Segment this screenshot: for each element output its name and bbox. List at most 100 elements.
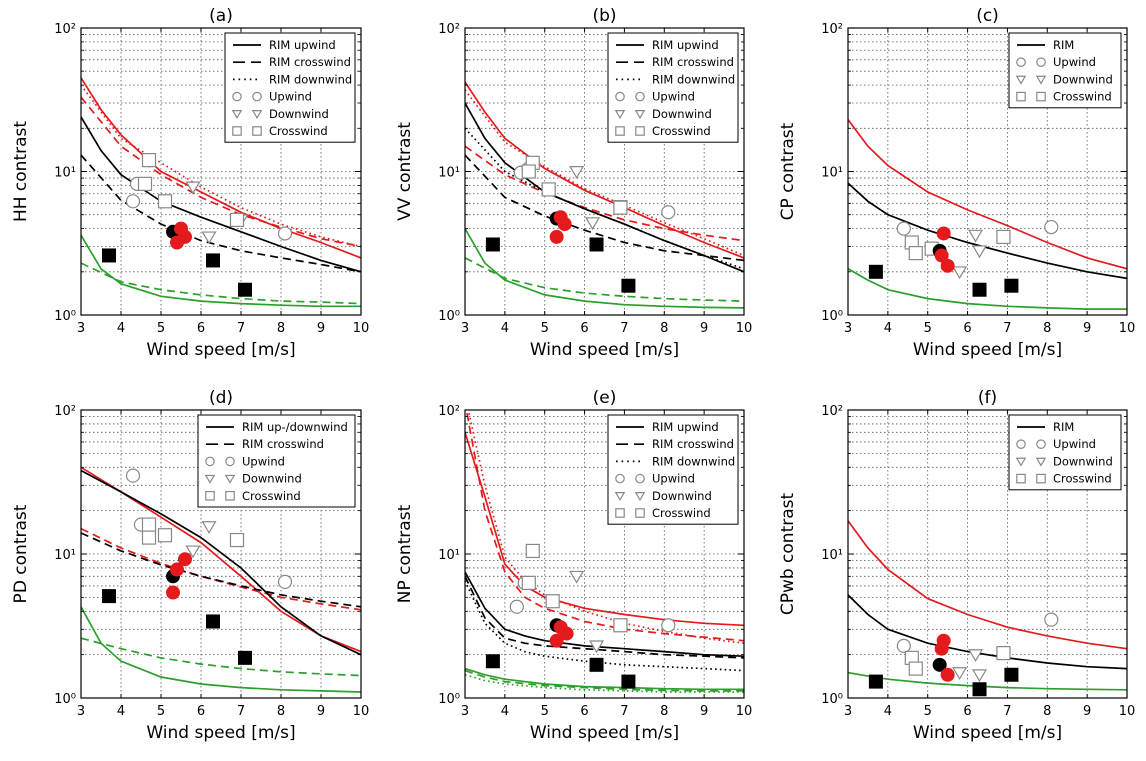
legend-marker-swatch bbox=[1036, 473, 1046, 484]
legend-marker-swatch bbox=[1016, 473, 1026, 484]
series-lines bbox=[848, 520, 1127, 691]
x-axis: 3 4 5 6 7 8 9 10 bbox=[461, 410, 752, 719]
data-point bbox=[185, 181, 201, 195]
x-axis: 3 4 5 6 7 8 9 10 bbox=[77, 28, 369, 336]
data-point bbox=[972, 282, 987, 297]
legend: RIM Upwind Downwind Crosswind bbox=[1008, 32, 1122, 109]
series-line bbox=[81, 234, 361, 308]
data-point bbox=[525, 543, 540, 559]
data-point bbox=[896, 221, 911, 236]
x-tick-label: 6 bbox=[580, 704, 588, 719]
data-point bbox=[125, 194, 141, 209]
x-axis: 3 4 5 6 7 8 9 10 bbox=[77, 410, 369, 719]
legend: RIM upwind RIM crosswind RIM downwind Upwin… bbox=[224, 32, 356, 143]
data-point bbox=[125, 468, 141, 483]
series-line bbox=[465, 575, 744, 659]
legend-marker-swatch bbox=[252, 91, 262, 102]
legend-marker-swatch bbox=[614, 110, 626, 119]
series-line bbox=[81, 84, 361, 248]
data-point bbox=[277, 226, 293, 241]
legend-label: Crosswind bbox=[1053, 90, 1112, 104]
legend-label: Upwind bbox=[269, 90, 312, 104]
data-point bbox=[178, 229, 192, 244]
x-tick-label: 10 bbox=[353, 321, 370, 336]
chart-panel: 3 4 5 6 7 8 9 10 10⁰ 10¹ 10² (b) Wind speed [m/s] VV … bbox=[395, 6, 752, 360]
series-line bbox=[465, 257, 744, 302]
data-point bbox=[206, 614, 220, 629]
data-point bbox=[238, 282, 252, 297]
x-tick-label: 6 bbox=[197, 704, 205, 719]
data-point bbox=[940, 667, 955, 682]
legend-marker-swatch bbox=[1015, 457, 1027, 467]
series-line bbox=[465, 102, 744, 273]
data-point bbox=[932, 657, 947, 672]
legend-marker-swatch bbox=[1036, 57, 1046, 67]
legend-marker-swatch bbox=[1016, 57, 1026, 67]
legend-marker-swatch bbox=[225, 456, 235, 467]
data-point bbox=[971, 669, 988, 683]
series-line bbox=[81, 637, 361, 677]
legend-marker-swatch bbox=[1016, 439, 1026, 449]
series-line bbox=[848, 119, 1127, 270]
data-points bbox=[868, 219, 1059, 297]
data-point bbox=[141, 153, 157, 168]
legend-marker-swatch bbox=[251, 110, 263, 119]
data-point bbox=[521, 575, 536, 590]
data-point bbox=[541, 182, 556, 197]
legend-marker-swatch bbox=[1036, 439, 1046, 449]
series-line bbox=[81, 96, 361, 248]
x-axis: 3 4 5 6 7 8 9 10 bbox=[844, 28, 1135, 336]
y-tick-label: 10¹ bbox=[438, 166, 460, 181]
legend-box bbox=[224, 32, 356, 143]
y-axis-label: VV contrast bbox=[395, 122, 415, 221]
x-tick-label: 9 bbox=[317, 704, 325, 719]
data-point bbox=[545, 594, 560, 609]
x-tick-label: 4 bbox=[501, 321, 509, 336]
legend-label: RIM crosswind bbox=[652, 437, 734, 451]
y-axis-label: NP contrast bbox=[395, 504, 415, 603]
data-point bbox=[166, 585, 180, 600]
data-point bbox=[141, 517, 157, 532]
chart-panel: 3 4 5 6 7 8 9 10 10⁰ 10¹ 10² (a) Wind speed [m/s] HH … bbox=[11, 6, 369, 360]
series-line bbox=[465, 127, 744, 270]
data-point bbox=[967, 229, 984, 243]
y-tick-label: 10⁰ bbox=[54, 692, 76, 707]
legend-marker-swatch bbox=[1036, 91, 1046, 102]
legend-marker-swatch bbox=[634, 492, 646, 501]
panel-title: (b) bbox=[592, 6, 616, 26]
legend: RIM Upwind Downwind Crosswind bbox=[1008, 414, 1122, 491]
legend-label: RIM downwind bbox=[269, 72, 352, 86]
series-line bbox=[848, 182, 1127, 280]
series-line bbox=[848, 520, 1127, 650]
legend-box bbox=[1008, 414, 1122, 491]
y-tick-label: 10¹ bbox=[438, 548, 460, 563]
series-line bbox=[465, 154, 744, 262]
y-axis-label: PD contrast bbox=[11, 504, 31, 603]
series-line bbox=[81, 116, 361, 273]
data-point bbox=[1044, 219, 1059, 235]
legend-label: RIM up-/downwind bbox=[242, 420, 348, 434]
data-point bbox=[238, 650, 252, 665]
legend-marker-swatch bbox=[635, 473, 645, 484]
legend-marker-swatch bbox=[225, 491, 235, 501]
legend-label: Upwind bbox=[1053, 55, 1096, 69]
data-point bbox=[102, 248, 116, 263]
data-point bbox=[1004, 667, 1019, 682]
x-tick-label: 5 bbox=[924, 704, 932, 719]
y-axis: 10⁰ 10¹ 10² bbox=[438, 22, 744, 324]
legend-marker-swatch bbox=[635, 508, 645, 518]
legend-marker-swatch bbox=[634, 110, 646, 119]
data-point bbox=[940, 258, 955, 273]
x-tick-label: 10 bbox=[736, 704, 753, 719]
series-line bbox=[465, 432, 744, 627]
legend-label: Downwind bbox=[1053, 454, 1113, 468]
legend-marker-swatch bbox=[205, 491, 215, 501]
panel-title: (e) bbox=[593, 388, 617, 408]
data-points bbox=[485, 543, 676, 689]
y-axis: 10⁰ 10¹ 10² bbox=[821, 404, 1127, 707]
legend-label: Crosswind bbox=[652, 124, 711, 138]
y-axis-label: CPwb contrast bbox=[778, 493, 798, 616]
y-axis: 10⁰ 10¹ 10² bbox=[438, 404, 744, 707]
data-point bbox=[868, 264, 883, 279]
